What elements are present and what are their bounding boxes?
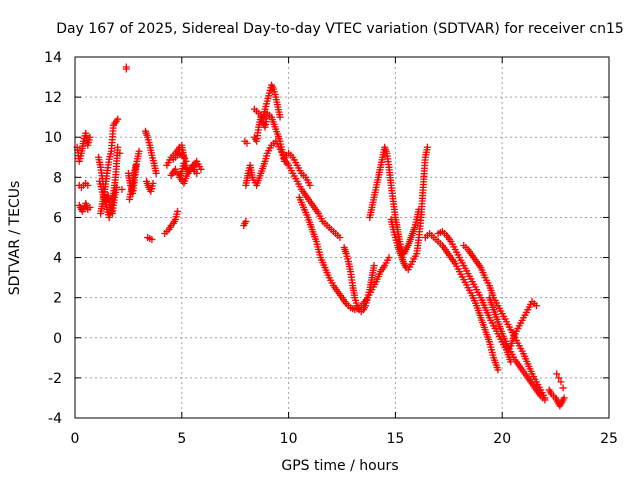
data-point (336, 234, 344, 241)
data-point (116, 149, 124, 157)
x-tick-label: 5 (177, 431, 186, 447)
data-point (84, 181, 92, 189)
data-point (135, 147, 143, 155)
data-point (370, 262, 378, 270)
y-tick-label: 12 (44, 90, 62, 106)
data-point (182, 157, 190, 165)
x-axis-label: GPS time / hours (281, 458, 398, 474)
data-point (555, 374, 563, 382)
data-point (306, 181, 314, 189)
plot-frame (74, 56, 610, 419)
data-point (532, 302, 540, 310)
axis-ticks (74, 56, 610, 419)
y-tick-label: 4 (53, 251, 62, 267)
data-point (553, 370, 561, 378)
data-point (152, 169, 160, 177)
data-point (559, 384, 567, 392)
data-point (557, 378, 565, 386)
y-tick-label: 6 (53, 210, 62, 226)
y-tick-label: -4 (48, 411, 62, 427)
y-tick-labels: -4 -2 0 2 4 6 8 10 12 14 (44, 50, 62, 427)
data-point (113, 183, 121, 191)
data-point (243, 139, 251, 147)
x-tick-label: 25 (600, 431, 618, 447)
data-point (114, 115, 122, 123)
data-point (114, 143, 122, 151)
data-points (73, 63, 568, 410)
data-point (197, 165, 205, 173)
data-point (193, 169, 201, 177)
data-point (118, 185, 126, 193)
data-point (423, 143, 431, 151)
y-tick-label: 0 (53, 331, 62, 347)
data-point (86, 133, 94, 141)
y-tick-label: 8 (53, 170, 62, 186)
data-point (494, 366, 502, 374)
y-tick-label: -2 (48, 371, 62, 387)
data-point (148, 236, 156, 244)
y-tick-label: 2 (53, 291, 62, 307)
data-point (86, 203, 94, 211)
data-point (174, 207, 182, 215)
data-point (560, 394, 568, 402)
data-point (385, 254, 393, 262)
x-tick-label: 0 (71, 431, 80, 447)
data-point (132, 161, 140, 169)
data-point (541, 396, 549, 404)
x-tick-label: 15 (386, 431, 404, 447)
data-point (276, 113, 284, 121)
x-tick-labels: 0 5 10 15 20 25 (71, 431, 618, 447)
data-point (242, 217, 250, 225)
x-tick-label: 20 (493, 431, 511, 447)
data-point (180, 153, 188, 161)
y-tick-label: 10 (44, 130, 62, 146)
data-point (122, 63, 130, 71)
y-axis-label: SDTVAR / TECUs (7, 181, 23, 296)
x-tick-label: 10 (280, 431, 298, 447)
chart-title: Day 167 of 2025, Sidereal Day-to-day VTE… (56, 21, 624, 37)
y-tick-label: 14 (44, 50, 62, 66)
data-point (149, 179, 157, 187)
